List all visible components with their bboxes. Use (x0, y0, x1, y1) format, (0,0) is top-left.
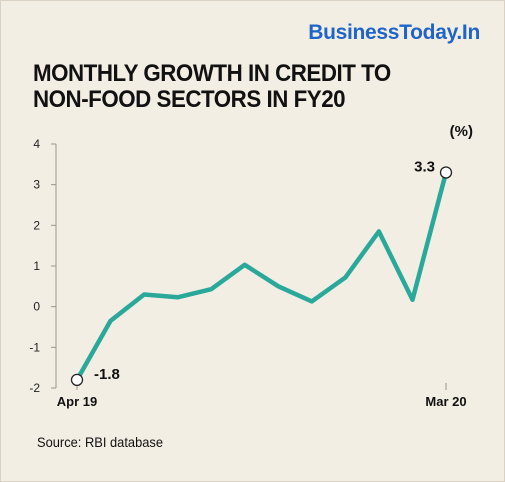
y-tick-label: 1 (33, 259, 40, 273)
y-tick-label: -2 (29, 381, 40, 395)
data-label: 3.3 (414, 158, 435, 175)
data-point (439, 166, 453, 179)
series-line (74, 170, 449, 383)
x-tick-label: Apr 19 (57, 394, 97, 409)
y-tick-label: 4 (33, 137, 40, 151)
source-note: Source: RBI database (37, 434, 164, 450)
y-tick-label: 2 (33, 218, 40, 232)
unit-label: (%) (449, 123, 473, 140)
data-point (70, 373, 84, 387)
x-tick-label: Mar 20 (425, 394, 466, 409)
y-tick-label: 0 (33, 300, 40, 314)
chart-title: MONTHLY GROWTH IN CREDIT TO NON-FOOD SEC… (33, 60, 391, 113)
y-tick-label: 3 (33, 178, 40, 192)
y-tick-label: -1 (29, 340, 40, 354)
brand-logo: BusinessToday.In (308, 21, 480, 44)
data-label: -1.8 (94, 366, 120, 383)
